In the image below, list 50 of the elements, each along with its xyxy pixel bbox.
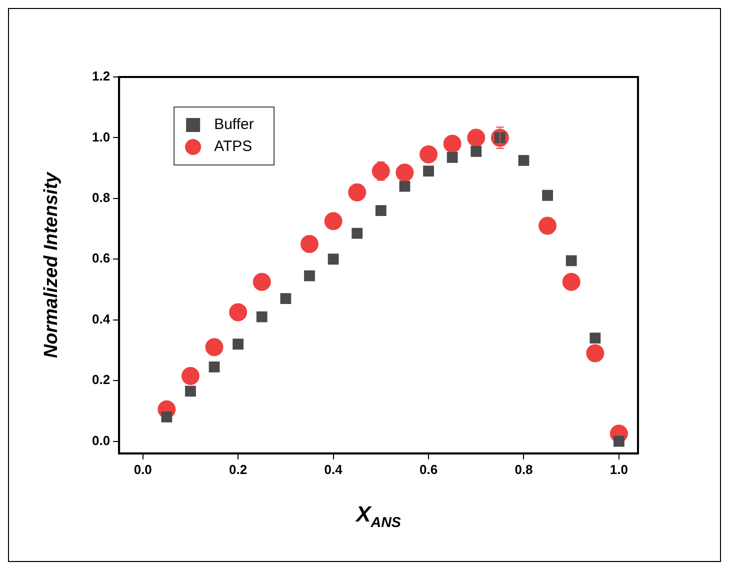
point <box>443 134 462 153</box>
point <box>590 332 601 344</box>
point <box>185 386 196 397</box>
point <box>372 162 390 180</box>
point <box>328 254 339 265</box>
x-tick-label: 0.8 <box>514 462 533 477</box>
point <box>467 128 486 147</box>
point <box>586 344 604 362</box>
point <box>252 272 271 291</box>
point <box>375 205 386 216</box>
point <box>470 146 482 157</box>
point <box>256 311 268 322</box>
point <box>423 166 434 177</box>
point <box>538 216 557 235</box>
point <box>229 303 248 322</box>
point <box>181 366 200 385</box>
point <box>304 270 315 282</box>
y-tick-label: 0.6 <box>92 250 110 266</box>
point <box>208 361 220 372</box>
point <box>232 338 244 350</box>
point <box>542 190 553 201</box>
point <box>348 183 366 202</box>
point <box>566 255 577 266</box>
point <box>562 272 580 291</box>
point <box>396 164 414 182</box>
y-tick-label: 0.4 <box>92 311 111 326</box>
y-tick-label: 0.2 <box>92 372 110 388</box>
y-tick-label: 0.0 <box>92 432 110 448</box>
point <box>300 234 319 253</box>
x-tick-label: 0.6 <box>419 462 438 477</box>
point <box>352 228 363 239</box>
x-tick-label: 0.4 <box>324 462 344 477</box>
y-tick-label: 0.8 <box>92 190 110 205</box>
legend-label: Buffer <box>214 116 254 134</box>
point <box>399 180 410 192</box>
x-tick-label: 0.0 <box>134 462 152 477</box>
point <box>614 436 624 447</box>
y-axis-title: Normalized Intensity <box>41 170 62 358</box>
point <box>205 338 224 356</box>
point <box>446 152 458 163</box>
point <box>420 145 438 164</box>
x-tick-label: 1.0 <box>610 462 628 477</box>
x-tick-label: 0.2 <box>229 462 248 477</box>
legend-label: ATPS <box>214 138 252 156</box>
point <box>161 412 172 422</box>
y-tick-label: 1.0 <box>92 129 110 144</box>
y-tick-label: 1.2 <box>92 68 110 84</box>
point <box>518 155 530 166</box>
point <box>324 212 342 230</box>
point <box>280 293 292 304</box>
